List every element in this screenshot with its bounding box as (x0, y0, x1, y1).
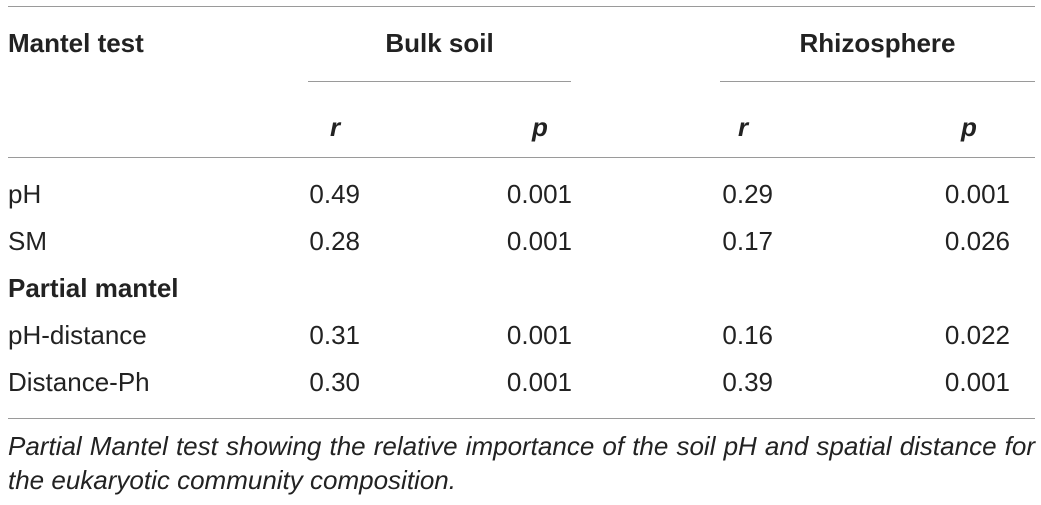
header-bottom-rule (8, 157, 1035, 158)
section-label-partial-mantel: Partial mantel (8, 273, 179, 303)
top-rule (8, 6, 1035, 7)
row-label: Distance-Ph (8, 367, 150, 397)
table-cell: 0.30 (309, 367, 360, 397)
table-caption: Partial Mantel test showing the relative… (8, 431, 1035, 495)
row-label: pH (8, 179, 42, 209)
subheader-rhizo-p: p (961, 112, 977, 142)
table-cell: 0.16 (722, 320, 773, 350)
table-cell: 0.001 (506, 320, 572, 350)
table-cell: 0.17 (722, 226, 773, 256)
group-header-bulk-soil: Bulk soil (385, 28, 494, 58)
row-label: SM (8, 226, 47, 256)
subheader-bulk-r: r (329, 112, 341, 142)
table-cell: 0.001 (506, 226, 572, 256)
row-label: pH-distance (8, 320, 147, 350)
table-cell: 0.001 (944, 179, 1010, 209)
table-cell: 0.29 (722, 179, 773, 209)
table-cell: 0.001 (506, 367, 572, 397)
table-cell: 0.31 (309, 320, 360, 350)
subheader-bulk-p: p (532, 112, 548, 142)
table-cell: 0.001 (944, 367, 1010, 397)
table-cell: 0.001 (506, 179, 572, 209)
subheader-rhizo-r: r (737, 112, 749, 142)
table-cell: 0.49 (309, 179, 360, 209)
table-cell: 0.022 (944, 320, 1010, 350)
table-cell: 0.026 (944, 226, 1010, 256)
group-header-rhizosphere: Rhizosphere (799, 28, 956, 58)
table-cell: 0.28 (309, 226, 360, 256)
table-cell: 0.39 (722, 367, 773, 397)
bulk-soil-group-rule (308, 81, 571, 82)
rhizosphere-group-rule (720, 81, 1035, 82)
table-bottom-rule (8, 418, 1035, 419)
stub-header: Mantel test (8, 28, 144, 58)
